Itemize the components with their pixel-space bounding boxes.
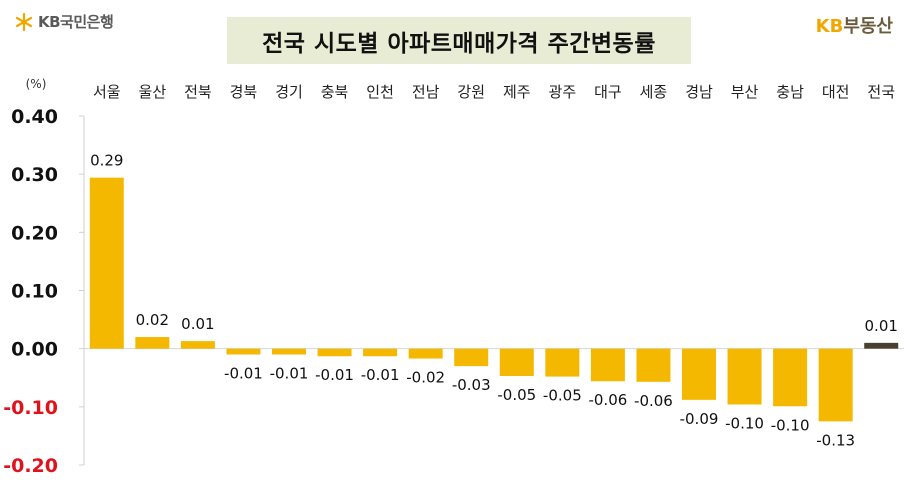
category-label: 부산 [731,83,759,101]
y-tick-label: 0.00 [11,339,58,361]
value-label: 0.01 [181,315,214,333]
category-label: 서울 [93,83,121,101]
category-label: 경남 [685,83,713,101]
bar-전국 [864,342,899,349]
value-label: -0.09 [680,410,719,428]
category-label: 인천 [366,83,394,101]
y-tick-label: 0.30 [11,164,58,186]
y-tick-label: 0.10 [11,281,58,303]
bar-세종 [636,348,671,382]
kb-bank-logo-text: KB국민은행 [38,13,114,31]
value-label: -0.06 [588,391,627,409]
kb-realestate-logo: KB부동산 [816,12,893,38]
value-label: -0.06 [634,392,673,410]
bar-제주 [499,348,534,377]
value-label: 0.29 [90,152,123,170]
kb-bank-logo: KB국민은행 [14,11,114,32]
bar-충북 [317,348,352,357]
y-tick-label: 0.20 [11,222,58,244]
kb-star-icon [15,12,33,31]
value-label: -0.01 [361,366,400,384]
value-label: -0.10 [725,415,764,433]
bar-부산 [727,348,762,405]
value-label: -0.03 [452,376,491,394]
y-unit-label: (%) [26,77,47,91]
bar-대구 [590,348,625,382]
value-label: -0.05 [497,386,536,404]
bar-충남 [773,348,808,407]
category-label: 전남 [412,83,440,101]
kb-realestate-logo-text: 부동산 [843,16,893,37]
y-tick-label: -0.20 [3,455,58,477]
chart-title: 전국 시도별 아파트매매가격 주간변동률 [262,30,656,57]
chart-title-box: 전국 시도별 아파트매매가격 주간변동률 [227,17,691,64]
category-label: 강원 [457,83,485,101]
category-label: 대전 [822,83,850,101]
value-label: -0.13 [816,431,855,449]
bar-경기 [272,348,306,355]
category-label: 충남 [776,83,804,101]
value-label: -0.01 [315,366,354,384]
bar-경남 [682,348,716,400]
value-label: -0.01 [224,364,263,382]
value-label: -0.02 [406,369,445,387]
bar-광주 [545,348,580,377]
value-label: -0.10 [771,416,810,434]
category-label: 대구 [594,83,622,101]
bar-전북 [180,341,215,349]
kb-realestate-logo-kb: KB [815,16,844,37]
bar-전남 [408,348,443,359]
value-label: -0.01 [270,364,309,382]
bar-경북 [226,348,261,355]
bar-울산 [135,337,170,349]
category-label: 전국 [867,83,895,101]
value-label: -0.05 [543,387,582,405]
category-label: 세종 [640,83,668,101]
bar-서울 [89,177,124,349]
category-label: 충북 [321,83,349,101]
category-label: 경기 [275,83,303,101]
bar-인천 [363,348,398,357]
value-label: 0.02 [136,311,169,329]
category-label: 광주 [549,83,577,101]
category-label: 경북 [230,83,258,101]
category-label: 전북 [184,83,212,101]
y-tick-label: 0.40 [11,106,58,128]
category-label: 제주 [503,83,531,101]
value-label: 0.01 [865,317,898,335]
bar-대전 [818,348,853,422]
y-tick-label: -0.10 [3,397,58,419]
category-label: 울산 [139,83,167,101]
bar-강원 [454,348,489,367]
